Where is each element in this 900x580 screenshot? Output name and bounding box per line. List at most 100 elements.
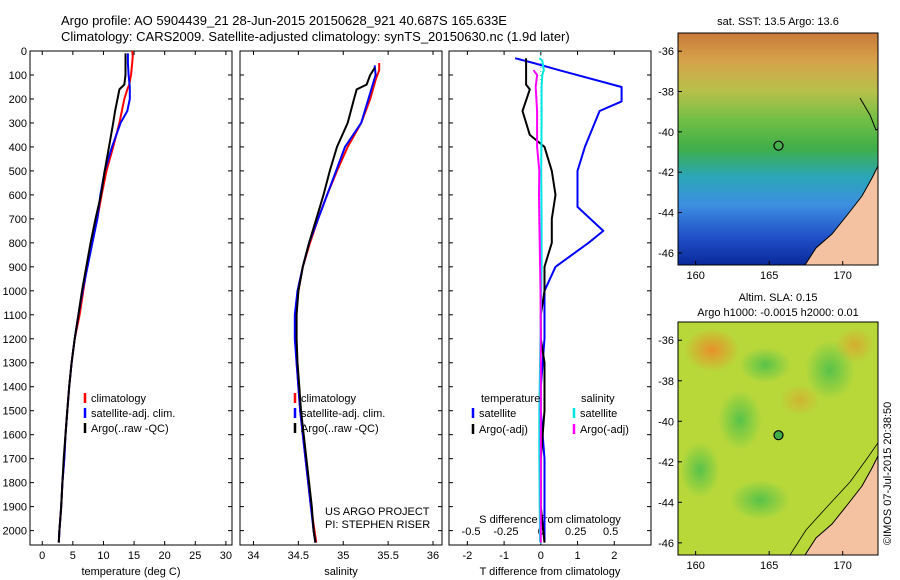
- lat-tick-label: -38: [658, 376, 674, 388]
- lon-tick-label: 165: [760, 560, 778, 572]
- land-south-island: [804, 454, 878, 555]
- plot-frame: [448, 50, 652, 546]
- legend-header-salinity: salinity: [581, 393, 615, 405]
- sst-map-title: sat. SST: 13.5 Argo: 13.6: [717, 16, 839, 28]
- lat-tick-label: -42: [658, 167, 674, 179]
- x-tick-label: 30: [220, 550, 232, 562]
- x-axis-label: temperature (deg C): [81, 566, 180, 578]
- series-line: [532, 69, 542, 543]
- depth-tick-label: 1600: [3, 430, 27, 442]
- depth-tick-label: 1800: [3, 478, 27, 490]
- sst-map: 160 165 170 -36 -38 -40 -42 -44 -46 sat. SST: 13…: [658, 16, 879, 282]
- x-axis-label: salinity: [324, 566, 358, 578]
- legend-header-temperature: temperature: [481, 393, 540, 405]
- depth-tick-label: 2000: [3, 526, 27, 538]
- x-tick-label: 35: [337, 550, 349, 562]
- legend-entry: satellite: [479, 408, 516, 420]
- secondary-tick-label: -0.25: [493, 526, 518, 538]
- legend-entry: climatology: [301, 393, 357, 405]
- x-tick-label: 1: [574, 550, 580, 562]
- sla-map-title: Altim. SLA: 0.15: [739, 292, 818, 304]
- x-tick-label: 35.5: [377, 550, 398, 562]
- x-tick-label: 5: [70, 550, 76, 562]
- depth-tick-label: 400: [9, 142, 27, 154]
- lat-tick-label: -36: [658, 335, 674, 347]
- legend-entry: Argo(-adj): [580, 424, 629, 436]
- depth-tick-label: 500: [9, 166, 27, 178]
- secondary-tick-label: 0.25: [565, 526, 586, 538]
- x-tick-label: 36: [427, 550, 439, 562]
- lat-tick-label: -40: [658, 127, 674, 139]
- depth-tick-label: 1700: [3, 454, 27, 466]
- x-tick-label: 10: [97, 550, 109, 562]
- depth-tick-label: 1900: [3, 502, 27, 514]
- x-tick-label: 34.5: [288, 550, 309, 562]
- argo-position-marker: [773, 140, 784, 151]
- sla-map-frame: [677, 321, 879, 556]
- depth-tick-label: 1500: [3, 406, 27, 418]
- depth-tick-label: 1100: [3, 310, 27, 322]
- depth-tick-label: 1400: [3, 382, 27, 394]
- lat-tick-label: -42: [658, 457, 674, 469]
- sla-map-ticks: 160 165 170 -36 -38 -40 -42 -44 -46: [658, 335, 852, 572]
- legend-entry: satellite-adj. clim.: [301, 408, 385, 420]
- lat-tick-label: -40: [658, 416, 674, 428]
- secondary-tick-label: -0.5: [462, 526, 481, 538]
- series-line: [295, 67, 376, 543]
- x-tick-label: 0: [538, 550, 544, 562]
- depth-tick-label: 1000: [3, 286, 27, 298]
- lat-tick-label: -36: [658, 46, 674, 58]
- lat-tick-label: -38: [658, 87, 674, 99]
- panel-difference: -2 -1 0 1 2 T difference from climatology -0.5…: [448, 50, 652, 578]
- sla-map-subtitle: Argo h1000: -0.0015 h2000: 0.01: [697, 307, 858, 319]
- argo-position-marker: [773, 430, 784, 441]
- x-tick-label: 34: [247, 550, 259, 562]
- lat-tick-label: -46: [658, 538, 674, 550]
- x-tick-label: -1: [499, 550, 509, 562]
- depth-tick-label: 800: [9, 238, 27, 250]
- x-axis-label: T difference from climatology: [480, 566, 621, 578]
- legend-entry: Argo(..raw -QC): [301, 423, 379, 435]
- lon-tick-label: 160: [686, 560, 704, 572]
- depth-tick-label: 1300: [3, 358, 27, 370]
- lon-tick-label: 170: [834, 560, 852, 572]
- plot-frame: [29, 50, 233, 546]
- sst-map-frame: [677, 32, 879, 266]
- legend-entry: satellite: [580, 408, 617, 420]
- panel-salinity: 34 34.5 35 35.5 36 salinity climatology satelli…: [239, 50, 443, 578]
- series-line: [538, 57, 545, 543]
- depth-tick-label: 0: [21, 46, 27, 58]
- legend-entry: Argo(..raw -QC): [91, 423, 169, 435]
- depth-tick-label: 700: [9, 214, 27, 226]
- isobath: [789, 442, 878, 555]
- profile-panels: 0100200300400500600700800900100011001200…: [3, 46, 652, 578]
- legend-entry: Argo(-adj): [479, 424, 528, 436]
- lat-tick-label: -44: [658, 208, 674, 220]
- panel-temperature: 0100200300400500600700800900100011001200…: [3, 46, 233, 578]
- lat-tick-label: -46: [658, 248, 674, 260]
- legend-entry: climatology: [91, 393, 147, 405]
- annotation-text: PI: STEPHEN RISER: [325, 519, 430, 531]
- lon-tick-label: 170: [834, 270, 852, 282]
- x-tick-label: -2: [462, 550, 472, 562]
- figure-title-line1: Argo profile: AO 5904439_21 28-Jun-2015 …: [61, 13, 507, 28]
- coastline: [859, 97, 878, 131]
- sst-map-ticks: 160 165 170 -36 -38 -40 -42 -44 -46: [658, 46, 852, 282]
- depth-tick-label: 100: [9, 70, 27, 82]
- depth-tick-label: 300: [9, 118, 27, 130]
- x-tick-label: 25: [189, 550, 201, 562]
- lon-tick-label: 165: [760, 270, 778, 282]
- x-tick-label: 15: [128, 550, 140, 562]
- lon-tick-label: 160: [686, 270, 704, 282]
- x-tick-label: 2: [611, 550, 617, 562]
- sla-map: 160 165 170 -36 -38 -40 -42 -44 -46 Altim. SLA: …: [658, 292, 879, 572]
- x-tick-label: 0: [39, 550, 45, 562]
- depth-tick-label: 1200: [3, 334, 27, 346]
- secondary-tick-label: 0.5: [603, 526, 618, 538]
- annotation-text: US ARGO PROJECT: [325, 506, 430, 518]
- figure-title-line2: Climatology: CARS2009. Satellite-adjuste…: [61, 29, 570, 44]
- depth-tick-label: 600: [9, 190, 27, 202]
- x-tick-label: 20: [159, 550, 171, 562]
- depth-tick-label: 200: [9, 94, 27, 106]
